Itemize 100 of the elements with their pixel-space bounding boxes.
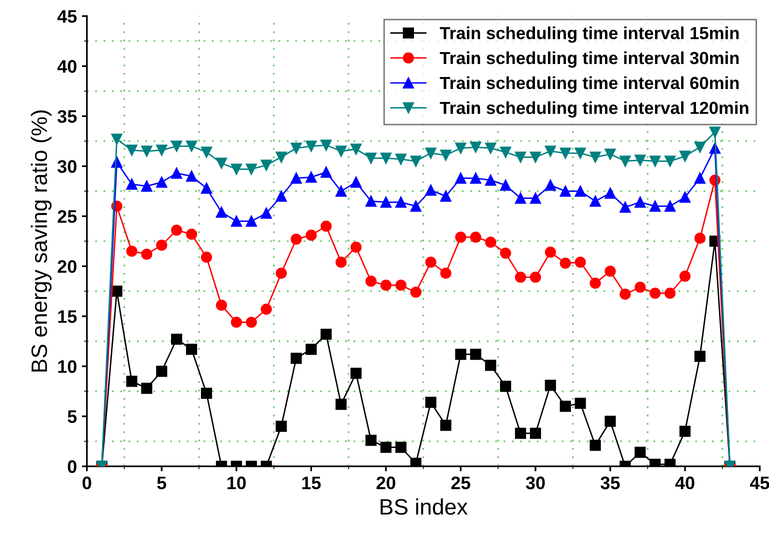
point <box>425 396 436 408</box>
legend-label: Train scheduling time interval 30min <box>440 51 739 68</box>
point <box>395 280 406 291</box>
point <box>634 154 646 166</box>
point <box>306 140 317 152</box>
point <box>290 234 302 245</box>
y-tick-label: 35 <box>58 110 77 123</box>
point <box>395 196 406 208</box>
point <box>694 350 706 362</box>
point <box>380 280 392 291</box>
point <box>336 186 347 197</box>
point <box>320 140 332 151</box>
point <box>455 172 466 184</box>
point <box>320 166 332 178</box>
point <box>694 232 706 244</box>
y-tick-label: 45 <box>57 10 77 23</box>
point <box>126 376 138 387</box>
point <box>306 172 317 183</box>
point <box>470 142 482 153</box>
point <box>485 142 496 154</box>
point <box>530 428 542 439</box>
point <box>410 200 422 212</box>
point <box>365 152 377 164</box>
y-tick-label: 15 <box>58 310 77 323</box>
point <box>200 252 212 263</box>
point <box>425 148 436 159</box>
point <box>156 144 168 156</box>
point <box>694 142 706 153</box>
point <box>365 196 377 207</box>
point <box>514 192 526 204</box>
point <box>410 458 422 466</box>
point <box>186 344 198 355</box>
point <box>141 146 152 157</box>
x-tick-label: 40 <box>675 476 694 490</box>
point <box>590 196 601 207</box>
point <box>664 156 676 167</box>
point <box>380 442 392 453</box>
point <box>650 156 661 167</box>
point <box>306 344 317 355</box>
point <box>544 180 556 191</box>
point <box>650 288 661 299</box>
legend-label: Train scheduling time interval 15min <box>440 26 739 43</box>
point <box>500 248 512 259</box>
point <box>544 246 556 258</box>
point <box>664 200 676 212</box>
point <box>574 398 586 409</box>
point <box>141 248 152 260</box>
point <box>485 174 496 186</box>
point <box>530 272 542 283</box>
y-tick-label: 30 <box>58 160 76 173</box>
point <box>650 200 661 212</box>
point <box>260 160 272 171</box>
point <box>709 126 720 138</box>
point <box>186 140 198 152</box>
point <box>320 328 332 340</box>
point <box>470 172 482 184</box>
point <box>336 146 347 157</box>
y-tick-label: 40 <box>57 60 76 73</box>
point <box>604 416 616 427</box>
x-tick-label: 20 <box>376 476 396 490</box>
point <box>111 286 122 297</box>
point <box>246 216 257 227</box>
point <box>156 176 168 188</box>
y-tick-label: 25 <box>58 210 77 223</box>
point <box>500 146 512 158</box>
x-tick-label: 45 <box>750 476 769 490</box>
x-tick-label: 0 <box>82 476 92 490</box>
point <box>380 196 392 208</box>
point <box>560 148 571 159</box>
x-tick-label: 10 <box>228 476 246 490</box>
point <box>230 216 242 227</box>
point <box>276 152 287 163</box>
point <box>530 192 542 204</box>
x-tick-label: 25 <box>451 476 470 490</box>
point <box>216 158 228 169</box>
point <box>246 316 257 328</box>
point <box>320 220 332 232</box>
point <box>126 246 138 257</box>
point <box>425 184 436 196</box>
point <box>470 232 482 243</box>
point <box>126 144 138 156</box>
point <box>410 156 422 167</box>
point <box>111 134 122 145</box>
point <box>455 348 466 360</box>
point <box>276 420 287 432</box>
point <box>350 144 362 155</box>
point <box>514 428 526 439</box>
point <box>590 278 601 289</box>
point <box>455 232 466 243</box>
point <box>141 382 152 394</box>
point <box>634 282 646 293</box>
point <box>260 304 272 315</box>
point <box>679 270 691 282</box>
point <box>410 286 422 298</box>
point <box>544 380 556 391</box>
y-tick-label: 10 <box>58 360 76 373</box>
point <box>200 388 212 399</box>
point <box>620 202 631 213</box>
point <box>216 206 228 218</box>
point <box>230 164 242 175</box>
